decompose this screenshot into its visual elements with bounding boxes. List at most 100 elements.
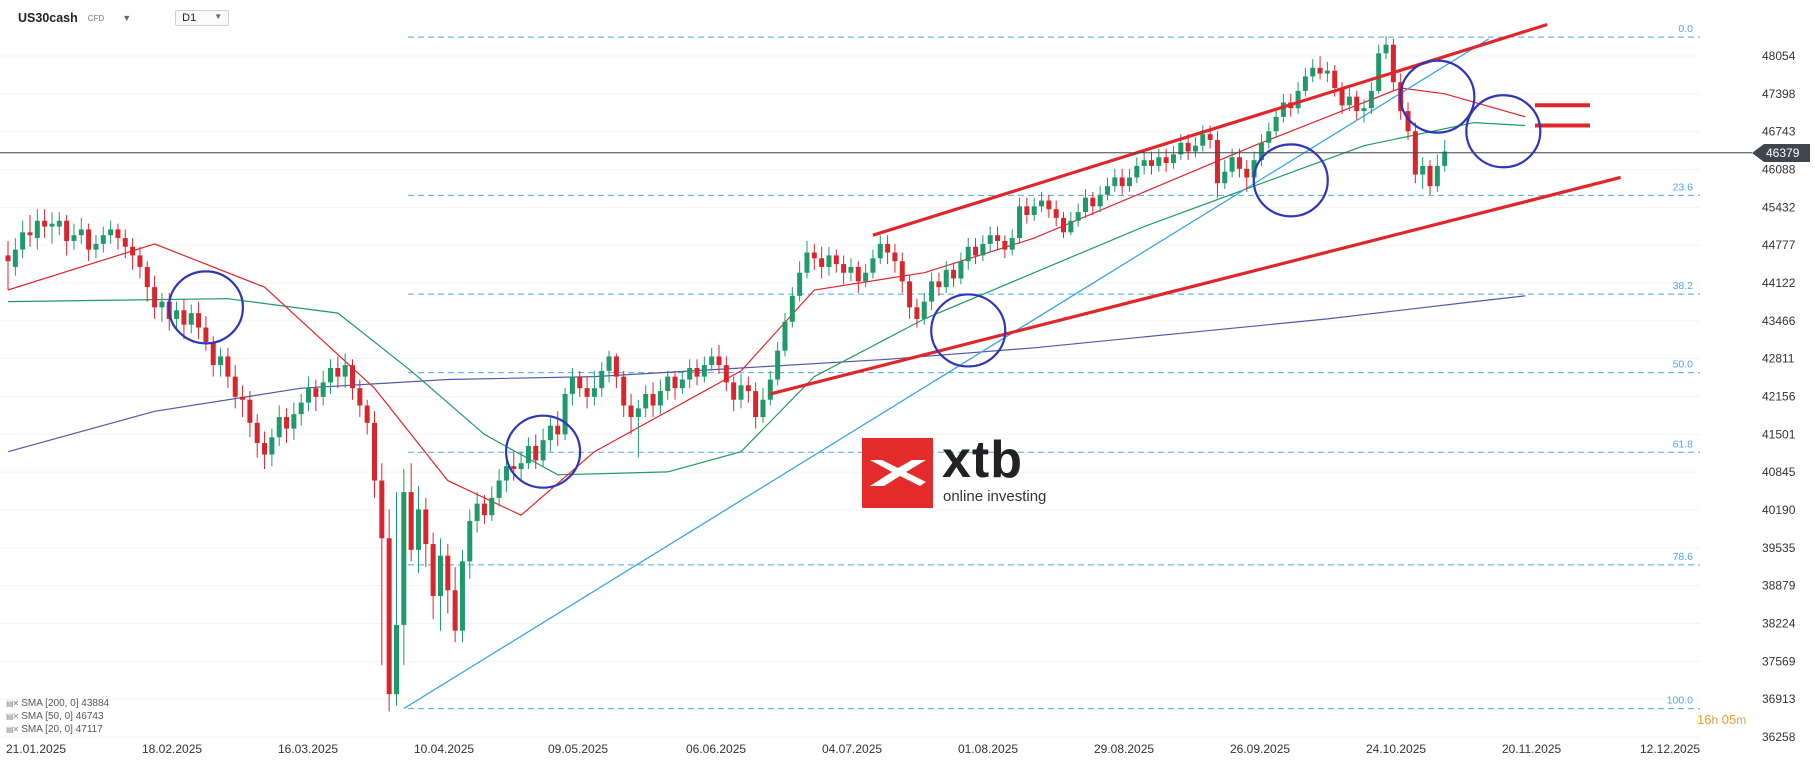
candle-body: [1009, 238, 1015, 250]
candle-body: [958, 261, 964, 279]
candle-body: [1031, 206, 1037, 215]
candle-body: [1229, 157, 1235, 172]
candle: [1420, 157, 1426, 190]
candle: [496, 469, 502, 507]
candle-body: [709, 356, 715, 366]
candle: [298, 393, 304, 426]
candle-body: [892, 252, 898, 262]
candle: [152, 275, 158, 319]
candle-body: [232, 376, 238, 397]
legend-row[interactable]: ▤✕ SMA [50, 0] 46743: [6, 710, 109, 723]
candle-body: [459, 561, 465, 631]
candle-body: [1163, 157, 1169, 164]
candle-body: [481, 503, 487, 516]
candle: [357, 379, 363, 418]
x-tick-label: 18.02.2025: [142, 742, 202, 756]
candle: [1083, 189, 1089, 218]
candle-body: [364, 405, 370, 423]
candle-body: [716, 356, 722, 366]
y-tick-label: 43466: [1762, 314, 1796, 328]
y-tick-label: 41501: [1762, 427, 1796, 441]
candle: [159, 292, 165, 322]
settings-icon[interactable]: ▤✕: [6, 725, 19, 734]
symbol-label[interactable]: US30cash: [18, 11, 78, 25]
indicator-legend: ▤✕ SMA [200, 0] 43884 ▤✕ SMA [50, 0] 46743…: [6, 697, 109, 736]
candle: [34, 209, 40, 250]
candle-body: [569, 376, 575, 394]
y-tick-label: 38224: [1762, 617, 1796, 631]
candle-body: [584, 388, 590, 397]
candle-body: [1420, 165, 1426, 175]
candle: [811, 243, 817, 270]
highlight-circle: [930, 293, 1007, 368]
legend-row[interactable]: ▤✕ SMA [200, 0] 43884: [6, 697, 109, 710]
settings-icon[interactable]: ▤✕: [6, 712, 19, 721]
candle-body: [533, 445, 539, 461]
candle-body: [357, 388, 363, 406]
candle-body: [1346, 96, 1352, 106]
fib-level-label: 38.2: [1673, 280, 1694, 292]
candle: [328, 359, 334, 394]
candle-body: [159, 301, 165, 308]
candle-body: [262, 443, 268, 455]
candle-body: [240, 396, 246, 400]
chevron-down-icon: ▼: [214, 12, 223, 21]
candle: [1302, 67, 1308, 97]
candle: [86, 223, 92, 262]
candle: [687, 359, 693, 389]
candle-body: [115, 229, 121, 239]
candle: [1434, 154, 1440, 192]
candle-body: [372, 422, 377, 481]
candle: [386, 509, 392, 712]
candle-body: [12, 249, 18, 267]
candle: [863, 264, 869, 288]
candle: [1009, 229, 1015, 256]
candle: [240, 385, 246, 418]
candle: [262, 431, 268, 470]
candle: [650, 382, 656, 418]
candle: [525, 437, 531, 470]
candle-body: [100, 235, 106, 244]
candle-body: [789, 295, 795, 322]
candle: [342, 353, 348, 389]
candle: [1024, 197, 1030, 224]
candle-body: [1339, 87, 1345, 106]
candle: [1112, 168, 1118, 192]
candle-body: [841, 264, 847, 273]
candle-body: [1214, 139, 1220, 184]
candle-body: [547, 425, 553, 441]
y-tick-label: 46088: [1762, 163, 1796, 177]
candle-body: [437, 555, 443, 597]
settings-icon[interactable]: ▤✕: [6, 699, 19, 708]
candle: [1090, 191, 1096, 215]
candle-body: [27, 232, 33, 236]
highlight-circle: [504, 414, 582, 489]
candle: [144, 261, 150, 302]
candle-body: [870, 258, 876, 273]
candle: [672, 370, 678, 400]
timer-minutes-unit: m: [1736, 713, 1747, 727]
candle-body: [1090, 197, 1096, 207]
y-tick-label: 40190: [1762, 503, 1796, 517]
candle: [247, 391, 253, 438]
candle-body: [562, 393, 568, 435]
x-tick-label: 12.12.2025: [1640, 742, 1700, 756]
candle-body: [423, 509, 429, 545]
candle: [613, 353, 619, 389]
candle: [628, 393, 634, 435]
candle-body: [1302, 76, 1308, 91]
candle: [1119, 168, 1125, 195]
candle: [899, 252, 905, 293]
candle: [20, 220, 26, 259]
candle-body: [687, 367, 693, 380]
timeframe-select[interactable]: D1 ▼: [175, 10, 230, 26]
candle-body: [929, 281, 935, 302]
candle: [423, 497, 429, 568]
legend-row[interactable]: ▤✕ SMA [20, 0] 47117: [6, 723, 109, 736]
candle-body: [943, 269, 949, 288]
symbol-dropdown-icon[interactable]: ▼: [122, 13, 132, 23]
candle: [459, 549, 465, 643]
candle-body: [467, 520, 473, 562]
candle: [49, 212, 55, 244]
